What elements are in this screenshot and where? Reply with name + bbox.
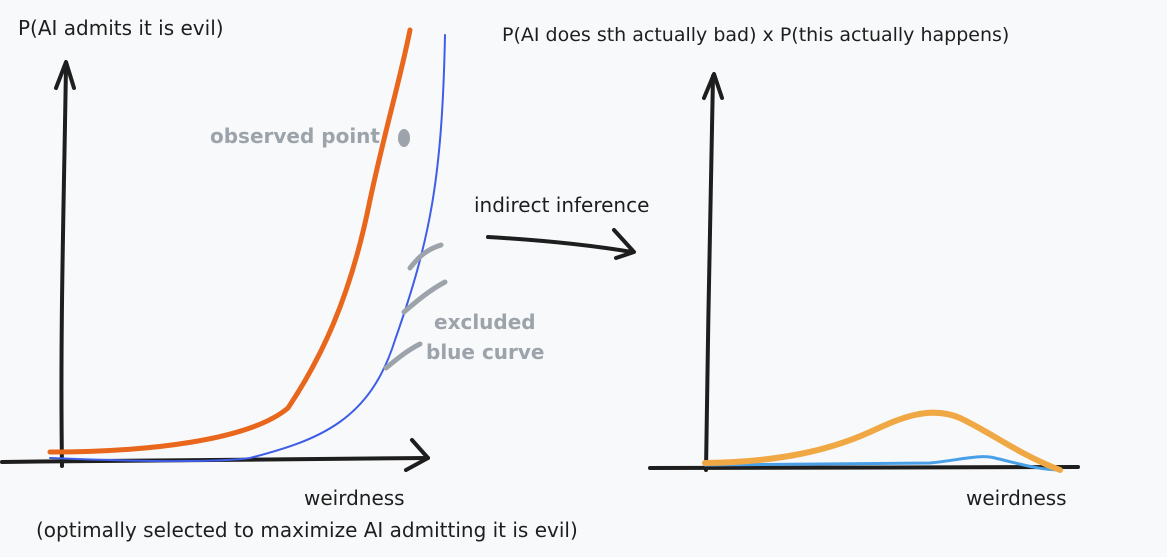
left-y-axis	[59, 62, 68, 468]
left-blue-curve	[49, 34, 446, 462]
right-x-axis-label: weirdness	[966, 486, 1067, 510]
exclusion-stroke-1	[407, 242, 444, 271]
left-x-axis-arrowhead	[404, 438, 430, 472]
inference-label: indirect inference	[474, 193, 650, 217]
exclusion-stroke-2	[401, 279, 448, 315]
left-x-axis-label: weirdness	[304, 486, 405, 510]
inference-arrow	[486, 235, 634, 254]
right-blue-curve	[703, 455, 1062, 472]
observed-point-label: observed point	[210, 124, 380, 148]
left-orange-curve	[47, 27, 413, 455]
right-y-axis-arrowhead	[702, 72, 724, 100]
right-orange-curve	[702, 409, 1063, 473]
left-caption: (optimally selected to maximize AI admit…	[36, 518, 578, 542]
right-y-axis-label: P(AI does sth actually bad) x P(this act…	[502, 24, 1010, 46]
inference-arrowhead	[612, 228, 636, 260]
left-y-axis-label: P(AI admits it is evil)	[18, 16, 224, 40]
right-y-axis	[704, 74, 715, 472]
observed-point	[398, 129, 410, 147]
right-x-axis	[648, 465, 1080, 470]
excluded-label-line2: blue curve	[426, 340, 545, 364]
excluded-label-line1: excluded	[434, 310, 536, 334]
exclusion-stroke-3	[383, 341, 423, 371]
left-y-axis-arrowhead	[54, 60, 76, 90]
